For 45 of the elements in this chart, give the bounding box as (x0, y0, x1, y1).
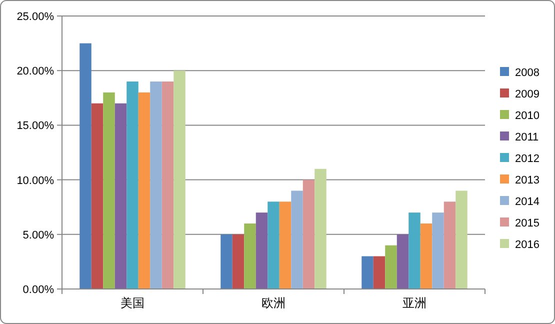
legend-label: 2014 (515, 196, 540, 208)
bar (174, 70, 186, 289)
bar (126, 82, 138, 289)
legend-label: 2013 (515, 174, 540, 186)
bar (80, 43, 92, 289)
y-tick-label: 0.00% (22, 284, 54, 296)
bar (162, 82, 174, 289)
bar (150, 82, 162, 289)
bar (362, 256, 374, 289)
bar (138, 92, 150, 289)
bar (91, 103, 104, 289)
x-tick-label: 欧洲 (262, 296, 286, 310)
legend-label: 2016 (515, 239, 540, 251)
y-tick-label: 25.00% (16, 11, 54, 23)
bar (432, 212, 444, 289)
legend-label: 2008 (515, 67, 540, 79)
bar (279, 202, 292, 289)
bar (302, 180, 315, 289)
legend-label: 2009 (515, 88, 540, 100)
bar (291, 190, 303, 289)
bar (420, 223, 432, 289)
bar (232, 234, 244, 289)
legend-label: 2010 (515, 110, 540, 122)
bar (114, 103, 127, 289)
bar (456, 190, 468, 289)
y-tick-label: 20.00% (16, 66, 54, 78)
bar (385, 245, 397, 289)
bar (396, 234, 409, 289)
bar (268, 202, 280, 289)
legend-label: 2012 (515, 153, 540, 165)
bar (244, 223, 256, 289)
x-tick-label: 美国 (120, 296, 144, 310)
bar (408, 212, 420, 289)
bar (373, 256, 386, 289)
y-tick-label: 15.00% (16, 120, 54, 132)
y-tick-label: 5.00% (22, 229, 54, 242)
legend-label: 2011 (515, 132, 539, 144)
bar (103, 92, 115, 289)
bar (220, 234, 232, 289)
bar (444, 202, 456, 289)
x-tick-label: 亚洲 (402, 296, 426, 310)
legend-label: 2015 (515, 218, 540, 230)
bar (256, 212, 268, 289)
bar (314, 168, 326, 289)
y-tick-label: 10.00% (16, 174, 54, 187)
